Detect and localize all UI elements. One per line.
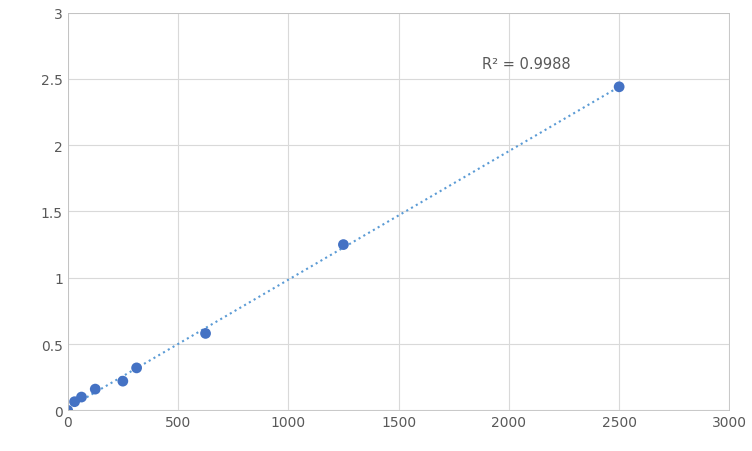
- Point: [338, 241, 350, 249]
- Point: [199, 330, 211, 337]
- Point: [62, 407, 74, 414]
- Point: [131, 364, 143, 372]
- Point: [117, 377, 129, 385]
- Text: R² = 0.9988: R² = 0.9988: [482, 57, 571, 72]
- Point: [613, 84, 625, 91]
- Point: [68, 398, 80, 405]
- Point: [89, 386, 102, 393]
- Point: [75, 394, 87, 401]
